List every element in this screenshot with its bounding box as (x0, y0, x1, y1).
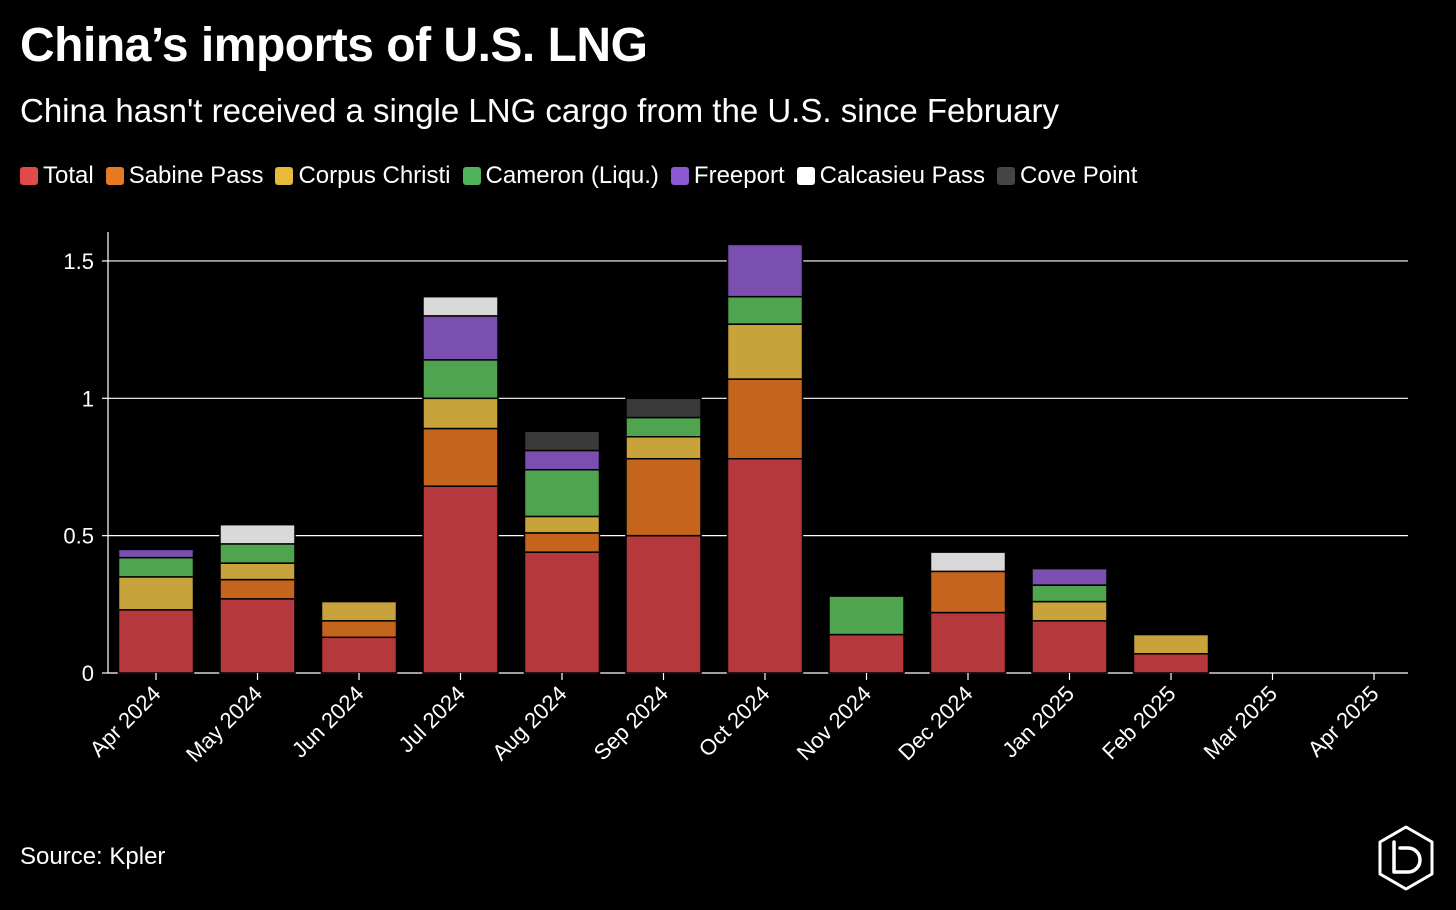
brand-d-logo-icon (1372, 824, 1440, 897)
legend-label: Cameron (Liqu.) (485, 162, 659, 189)
legend-item: Sabine Pass (105, 162, 264, 190)
legend-label: Total (43, 162, 94, 189)
x-tick-label: Feb 2025 (1097, 681, 1180, 764)
bar-segment (523, 532, 601, 553)
bar-segment (117, 548, 195, 559)
x-tick-label: Dec 2024 (893, 681, 977, 765)
bar-segment (523, 468, 601, 518)
bar-segment (625, 397, 702, 419)
y-tick-label: 1 (82, 386, 94, 411)
legend-item: Calcasieu Pass (796, 162, 986, 190)
legend-label: Cove Point (1020, 162, 1138, 189)
bar-segment (726, 378, 804, 460)
legend-label: Corpus Christi (298, 162, 451, 189)
bar-segment (1031, 600, 1108, 622)
legend-label: Freeport (693, 162, 785, 189)
bar-segment (219, 562, 296, 581)
bar-segment (219, 578, 296, 600)
bar-segment (117, 576, 195, 611)
x-tick-label: Jun 2024 (287, 681, 369, 763)
bar-segment (726, 457, 804, 674)
bar-segment (523, 430, 601, 452)
bar-segment (1031, 584, 1108, 603)
bar-segment (422, 295, 499, 317)
legend-item: Cameron (Liqu.) (462, 162, 659, 190)
legend-swatch (462, 167, 481, 185)
x-tick-label: Aug 2024 (487, 681, 571, 765)
bar-segment (422, 359, 499, 400)
bar-segment (1031, 620, 1108, 674)
bar-segment (422, 397, 499, 430)
y-tick-label: 1.5 (63, 249, 94, 274)
bar-segment (726, 295, 804, 325)
legend-item: Cove Point (997, 162, 1137, 190)
bar-segment (929, 570, 1007, 614)
bar-segment (523, 551, 601, 674)
y-tick-label: 0 (82, 661, 94, 686)
bar-segment (828, 595, 905, 636)
bar-segment (219, 523, 296, 545)
legend-label: Calcasieu Pass (819, 162, 986, 189)
bar-segment (320, 636, 398, 674)
bar-segment (117, 556, 195, 578)
bar-segment (117, 609, 195, 674)
legend-swatch (105, 167, 124, 185)
bar-segment (523, 449, 601, 471)
legend-label: Sabine Pass (128, 162, 264, 189)
bar-segment (219, 543, 296, 564)
bar-segment (422, 427, 499, 487)
legend-item: Corpus Christi (275, 162, 451, 190)
bar-segment (219, 598, 296, 674)
bar-segment (929, 611, 1007, 674)
chart-subtitle: China hasn't received a single LNG cargo… (20, 92, 1059, 129)
x-tick-label: Sep 2024 (589, 681, 673, 765)
bar-segment (320, 600, 398, 622)
bar-segment (1132, 653, 1210, 674)
bar-segment (828, 633, 905, 674)
bar-segment (320, 620, 398, 639)
bar-segment (929, 551, 1007, 573)
bar-segment (1132, 633, 1210, 655)
x-tick-label: May 2024 (181, 681, 267, 767)
bar-segment (625, 436, 702, 460)
bar-segment (726, 243, 804, 298)
x-tick-label: Nov 2024 (792, 681, 876, 765)
bar-segment (422, 315, 499, 361)
x-tick-label: Apr 2025 (1303, 681, 1384, 762)
x-tick-label: Jan 2025 (997, 681, 1079, 763)
bar-segment (523, 515, 601, 534)
bar-segment (422, 485, 499, 674)
legend-swatch (275, 167, 294, 185)
bar-segment (726, 323, 804, 380)
x-tick-label: Jul 2024 (394, 681, 471, 758)
bar-segment (1031, 567, 1108, 586)
x-tick-label: Apr 2024 (85, 681, 166, 762)
x-tick-label: Oct 2024 (694, 681, 775, 762)
legend-swatch (20, 167, 38, 185)
chart-legend: Total Sabine Pass Corpus Christi Cameron (L… (20, 162, 1149, 190)
legend-item: Freeport (670, 162, 785, 190)
y-tick-label: 0.5 (63, 524, 94, 549)
legend-item: Total (20, 162, 94, 190)
bar-segment (625, 534, 702, 674)
legend-swatch (997, 167, 1016, 185)
bar-segment (625, 457, 702, 537)
x-tick-label: Mar 2025 (1199, 681, 1282, 764)
legend-swatch (670, 167, 689, 185)
source-note: Source: Kpler (20, 843, 166, 870)
bar-segment (625, 416, 702, 438)
legend-swatch (796, 167, 815, 185)
chart-title: China’s imports of U.S. LNG (20, 19, 648, 72)
